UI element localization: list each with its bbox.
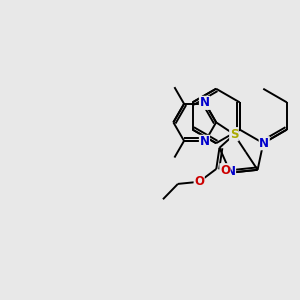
Text: N: N [200, 135, 209, 148]
Text: N: N [200, 96, 209, 110]
Text: S: S [230, 128, 238, 141]
Text: O: O [194, 175, 204, 188]
Text: O: O [220, 164, 230, 177]
Text: N: N [226, 165, 236, 178]
Text: N: N [259, 137, 269, 150]
